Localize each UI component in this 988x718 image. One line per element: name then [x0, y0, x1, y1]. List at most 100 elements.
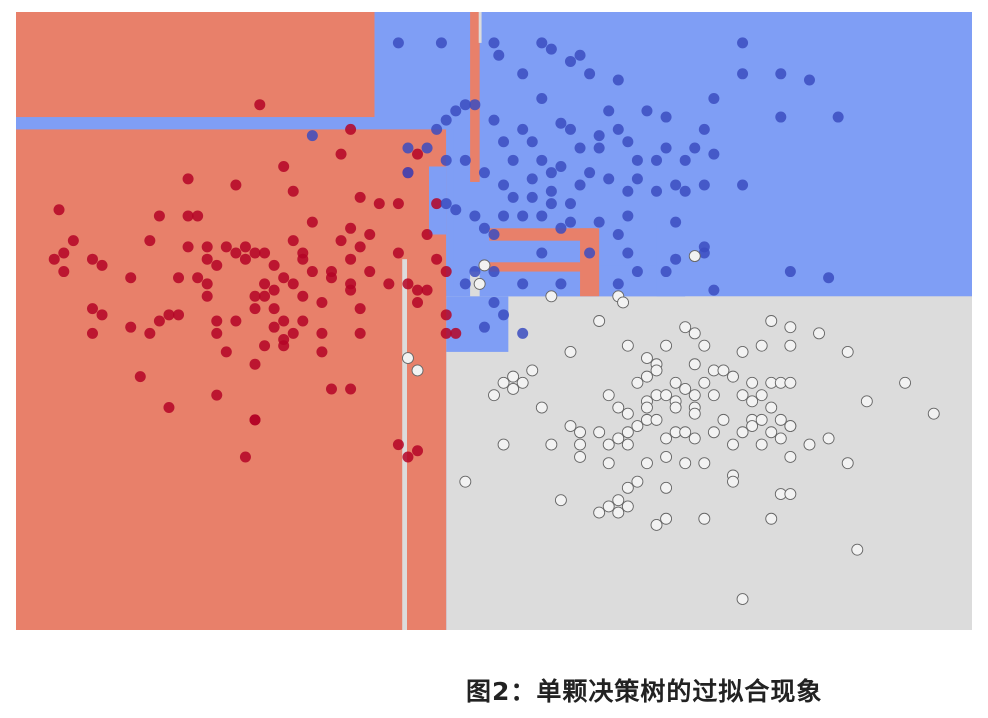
point-gray	[688, 407, 701, 420]
point-red	[392, 439, 404, 451]
point-red	[440, 327, 452, 339]
point-blue	[545, 167, 557, 179]
point-red	[192, 272, 204, 284]
point-gray	[736, 426, 749, 439]
point-blue	[555, 278, 567, 290]
point-red	[239, 241, 251, 253]
point-gray	[727, 438, 739, 451]
point-gray	[707, 426, 720, 439]
point-red	[254, 99, 266, 111]
decision-region-red	[580, 228, 600, 297]
point-blue	[421, 142, 433, 154]
figure-caption: 图2：单颗决策树的过拟合现象	[466, 677, 823, 706]
point-blue	[545, 198, 557, 210]
point-gray	[784, 376, 797, 389]
point-red	[220, 241, 232, 253]
point-blue	[488, 296, 500, 308]
point-blue	[737, 37, 749, 49]
point-blue	[660, 142, 672, 154]
point-red	[144, 327, 156, 339]
point-red	[86, 253, 98, 265]
point-red	[182, 173, 194, 185]
point-red	[125, 272, 137, 284]
point-red	[259, 247, 271, 259]
point-gray	[488, 389, 500, 402]
point-blue	[517, 278, 529, 290]
point-red	[325, 272, 337, 284]
point-blue	[545, 43, 557, 55]
point-red	[230, 179, 242, 191]
point-red	[163, 309, 175, 321]
point-red	[450, 327, 462, 339]
point-gray	[679, 383, 692, 395]
point-red	[297, 315, 309, 327]
point-red	[268, 321, 280, 333]
point-blue	[708, 93, 720, 105]
point-gray	[803, 438, 816, 451]
point-blue	[459, 278, 471, 290]
point-blue	[536, 210, 548, 222]
point-red	[201, 278, 213, 290]
point-blue	[612, 278, 624, 290]
point-red	[163, 402, 175, 414]
point-red	[259, 290, 271, 302]
point-red	[278, 340, 290, 352]
point-gray	[602, 457, 615, 470]
decision-region-red	[489, 262, 595, 272]
point-blue	[698, 247, 710, 259]
point-gray	[459, 475, 472, 488]
point-gray	[545, 290, 558, 303]
point-gray	[755, 339, 768, 352]
point-gray	[765, 426, 778, 439]
point-red	[316, 296, 328, 308]
point-blue	[555, 117, 567, 129]
point-red	[412, 445, 424, 457]
point-blue	[507, 191, 519, 203]
point-gray	[554, 494, 567, 507]
point-gray	[755, 389, 768, 402]
point-blue	[517, 327, 529, 339]
point-red	[249, 414, 261, 426]
point-red	[182, 241, 194, 253]
point-red	[153, 210, 165, 222]
point-blue	[488, 228, 500, 240]
point-blue	[526, 173, 538, 185]
point-blue	[584, 247, 596, 259]
point-blue	[670, 216, 682, 228]
point-red	[354, 191, 366, 203]
point-blue	[459, 154, 471, 166]
point-blue	[517, 123, 529, 135]
point-gray	[660, 481, 673, 494]
point-blue	[517, 68, 529, 80]
point-red	[278, 161, 290, 172]
point-red	[230, 247, 242, 259]
point-red	[412, 284, 424, 296]
point-gray	[717, 364, 730, 377]
point-blue	[450, 105, 462, 117]
point-gray	[784, 339, 797, 352]
point-gray	[736, 345, 749, 358]
point-gray	[612, 432, 625, 445]
point-blue	[679, 154, 691, 166]
point-red	[306, 266, 318, 278]
point-red	[249, 303, 261, 315]
point-blue	[603, 105, 615, 117]
point-gray	[698, 512, 711, 525]
decision-region-red	[16, 12, 375, 118]
point-gray	[755, 438, 768, 451]
point-gray	[564, 420, 577, 433]
point-red	[364, 266, 376, 278]
point-gray	[688, 389, 701, 402]
point-blue	[498, 210, 510, 222]
point-blue	[612, 74, 624, 86]
point-blue	[536, 247, 548, 259]
point-blue	[469, 266, 481, 278]
point-gray	[736, 593, 749, 606]
point-gray	[497, 438, 510, 451]
point-gray	[593, 315, 606, 327]
point-red	[268, 303, 280, 315]
point-red	[287, 278, 299, 290]
point-blue	[584, 167, 596, 179]
point-gray	[679, 321, 692, 334]
point-blue	[536, 93, 548, 105]
